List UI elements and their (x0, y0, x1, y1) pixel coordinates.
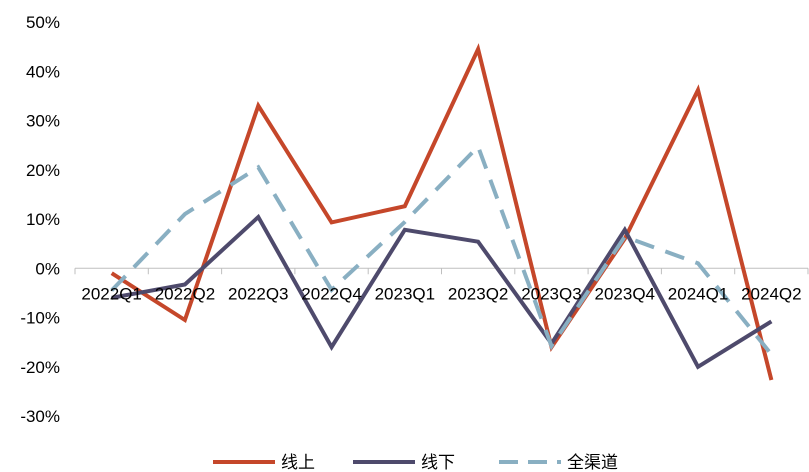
y-tick-label: -20% (20, 358, 60, 377)
x-tick-label: 2023Q2 (448, 284, 509, 303)
y-tick-label: -30% (20, 407, 60, 426)
legend-item: 线上 (213, 453, 315, 472)
series-line-线下 (111, 213, 773, 370)
x-tick-label: 2024Q2 (741, 284, 802, 303)
legend-item: 线下 (353, 453, 455, 472)
y-tick-label: 50% (26, 13, 60, 32)
y-tick-label: 20% (26, 161, 60, 180)
legend-label: 线下 (421, 453, 455, 472)
legend-label: 线上 (281, 453, 315, 472)
y-tick-label: 0% (35, 259, 60, 278)
y-tick-label: 10% (26, 210, 60, 229)
x-tick-label: 2023Q1 (375, 284, 436, 303)
y-axis: 50% 40% 30% 20% 10% 0% -10% -20% -30% (20, 13, 60, 426)
x-tick-label: 2022Q1 (81, 284, 142, 303)
x-axis-ticks (74, 268, 809, 275)
x-tick-label: 2022Q3 (228, 284, 289, 303)
x-tick-label: 2023Q3 (521, 284, 582, 303)
legend-label: 全渠道 (567, 453, 618, 472)
y-tick-label: 40% (26, 62, 60, 81)
x-tick-label: 2022Q4 (301, 284, 362, 303)
x-tick-label: 2022Q2 (155, 284, 216, 303)
series-line-线上 (110, 43, 774, 381)
legend-item: 全渠道 (499, 453, 618, 472)
series-line-全渠道 (110, 142, 773, 356)
x-tick-label: 2024Q1 (668, 284, 729, 303)
y-tick-label: 30% (26, 112, 60, 131)
y-tick-label: -10% (20, 309, 60, 328)
x-tick-label: 2023Q4 (595, 284, 656, 303)
x-axis-labels: 2022Q1 2022Q2 2022Q3 2022Q4 2023Q1 2023Q2 2023… (81, 284, 801, 303)
series-lines (110, 43, 774, 381)
legend: 线上 线下 全渠道 (213, 453, 618, 472)
